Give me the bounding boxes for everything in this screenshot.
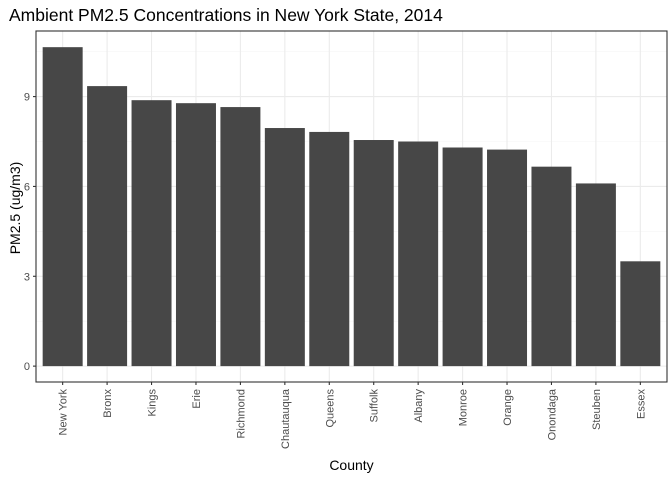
x-tick-label: Suffolk (369, 389, 381, 423)
x-tick-label: Chautauqua (280, 388, 292, 449)
chart-title: Ambient PM2.5 Concentrations in New York… (9, 5, 443, 25)
bar-essex (620, 261, 661, 367)
bar-onondaga (531, 166, 572, 367)
x-tick-label: Erie (191, 389, 203, 409)
bar-richmond (220, 107, 261, 367)
x-tick-label: Monroe (458, 389, 470, 426)
bar-chautauqua (264, 128, 305, 367)
bar-albany (398, 141, 439, 367)
x-axis: New York Bronx Kings Erie Richmond Chautauqua… (58, 382, 647, 449)
y-tick-label: 9 (24, 92, 30, 104)
bar-steuben (575, 183, 616, 367)
bar-erie (175, 103, 216, 367)
x-tick-label: Steuben (591, 389, 603, 430)
x-tick-label: Bronx (102, 389, 114, 418)
y-tick-label: 6 (24, 181, 30, 193)
x-tick-label: Essex (635, 389, 647, 419)
x-tick-label: Onondaga (546, 388, 558, 440)
y-tick-label: 3 (24, 271, 30, 283)
x-tick-label: Albany (413, 389, 425, 423)
bars (42, 47, 661, 367)
bar-new-york (42, 47, 83, 367)
x-axis-title: County (329, 457, 373, 473)
bar-bronx (87, 86, 128, 367)
bar-monroe (442, 147, 483, 367)
x-tick-label: Kings (147, 389, 159, 417)
x-tick-label: Richmond (235, 389, 247, 439)
bar-queens (309, 131, 350, 367)
bar-orange (487, 149, 528, 367)
panel-border (35, 30, 668, 383)
y-tick-label: 0 (24, 361, 30, 373)
x-tick-label: New York (58, 389, 70, 436)
bar-kings (131, 100, 172, 367)
x-tick-label: Orange (502, 389, 514, 426)
y-axis: 0 3 6 9 (24, 92, 36, 373)
x-tick-label: Queens (324, 389, 336, 428)
y-axis-title: PM2.5 (ug/m3) (7, 162, 23, 255)
bar-suffolk (353, 140, 394, 367)
